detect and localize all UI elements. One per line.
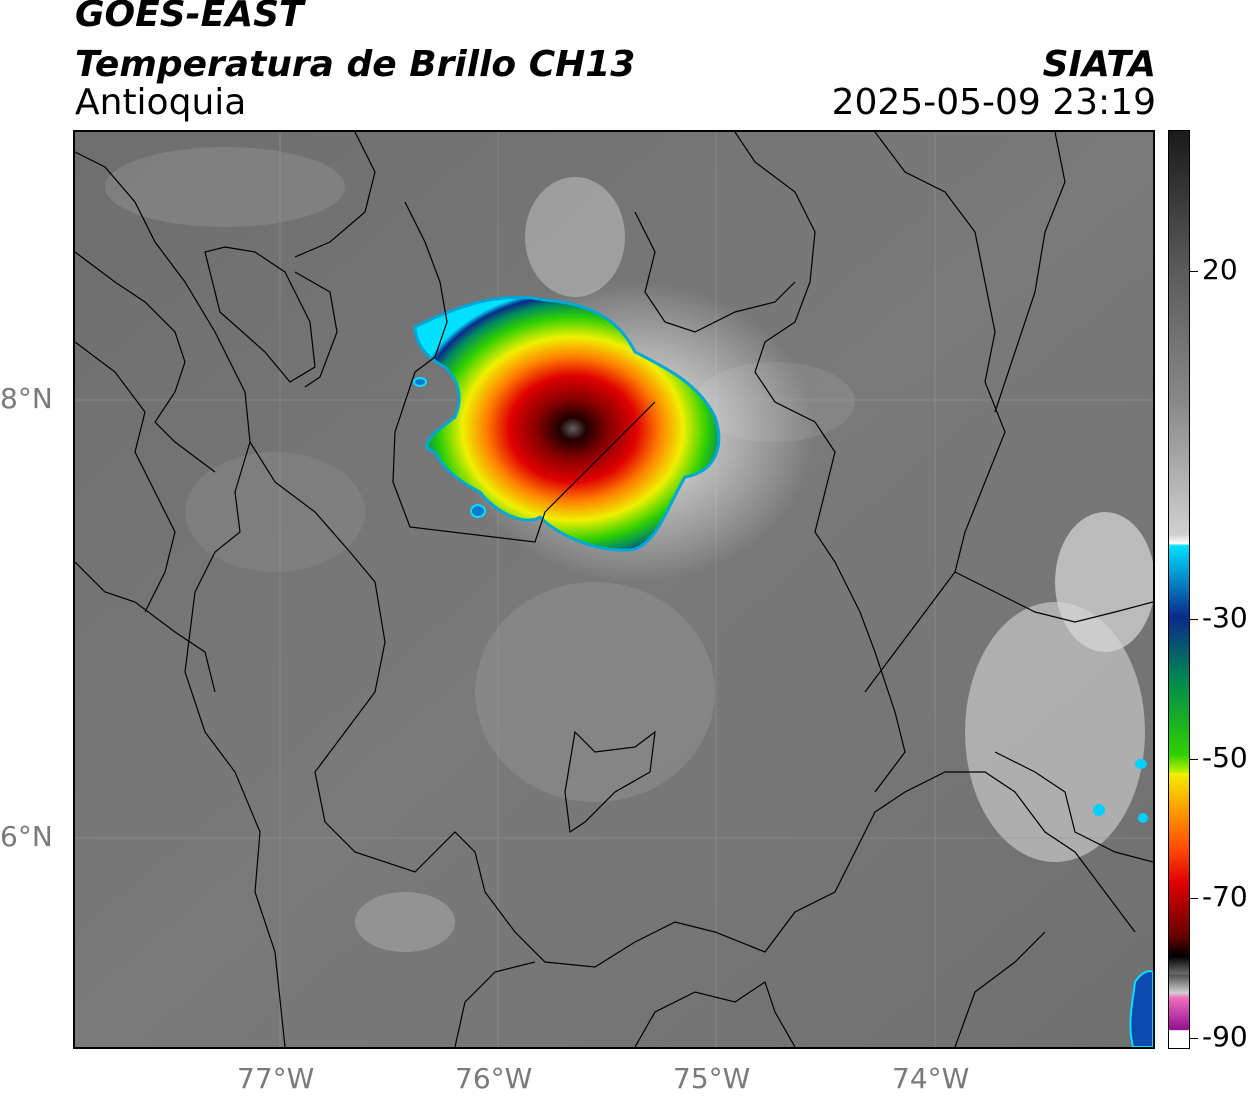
map-canvas xyxy=(75,132,1153,1047)
colorbar-tick xyxy=(1190,759,1198,760)
cloud-patch xyxy=(185,452,365,572)
colorbar-tick xyxy=(1190,1038,1198,1039)
lon-label: 77°W xyxy=(237,1062,315,1095)
colorbar-tick xyxy=(1190,619,1198,620)
colorbar-label: 20 xyxy=(1202,253,1238,286)
cloud-patch xyxy=(105,147,345,227)
colorbar-label: -30 xyxy=(1202,601,1248,634)
product-title: Temperatura de Brillo CH13 xyxy=(75,44,636,85)
borders xyxy=(75,132,1153,1047)
cold-spot-edge xyxy=(1129,970,1153,1047)
lat-label: 6°N xyxy=(0,820,53,853)
datetime-label: 2025-05-09 23:19 xyxy=(831,82,1156,123)
small-cell xyxy=(470,504,486,518)
cold-spot xyxy=(1138,813,1148,823)
cloud-patch xyxy=(965,602,1145,862)
small-cell xyxy=(413,377,427,387)
cloud-patch xyxy=(355,892,455,952)
cold-spot xyxy=(1093,804,1105,816)
colorbar-tick xyxy=(1190,898,1198,899)
colorbar-gradient xyxy=(1169,131,1189,1048)
satellite-title: GOES-EAST xyxy=(75,0,304,35)
lat-label: 8°N xyxy=(0,382,53,415)
cloud-patch xyxy=(475,582,715,802)
lon-label: 76°W xyxy=(455,1062,533,1095)
satellite-map[interactable] xyxy=(73,130,1155,1049)
cold-spot xyxy=(1135,759,1147,769)
colorbar-label: -70 xyxy=(1202,880,1248,913)
colorbar-label: -90 xyxy=(1202,1020,1248,1053)
cloud-patch xyxy=(1055,512,1153,652)
colorbar xyxy=(1168,130,1190,1049)
lon-label: 75°W xyxy=(673,1062,751,1095)
lon-label: 74°W xyxy=(892,1062,970,1095)
cloud-patch xyxy=(525,177,625,297)
graticule xyxy=(75,132,1153,1047)
org-label: SIATA xyxy=(1042,44,1156,85)
colorbar-tick xyxy=(1190,271,1198,272)
colorbar-label: -50 xyxy=(1202,741,1248,774)
convective-cell xyxy=(413,295,721,552)
region-subtitle: Antioquia xyxy=(75,82,247,123)
